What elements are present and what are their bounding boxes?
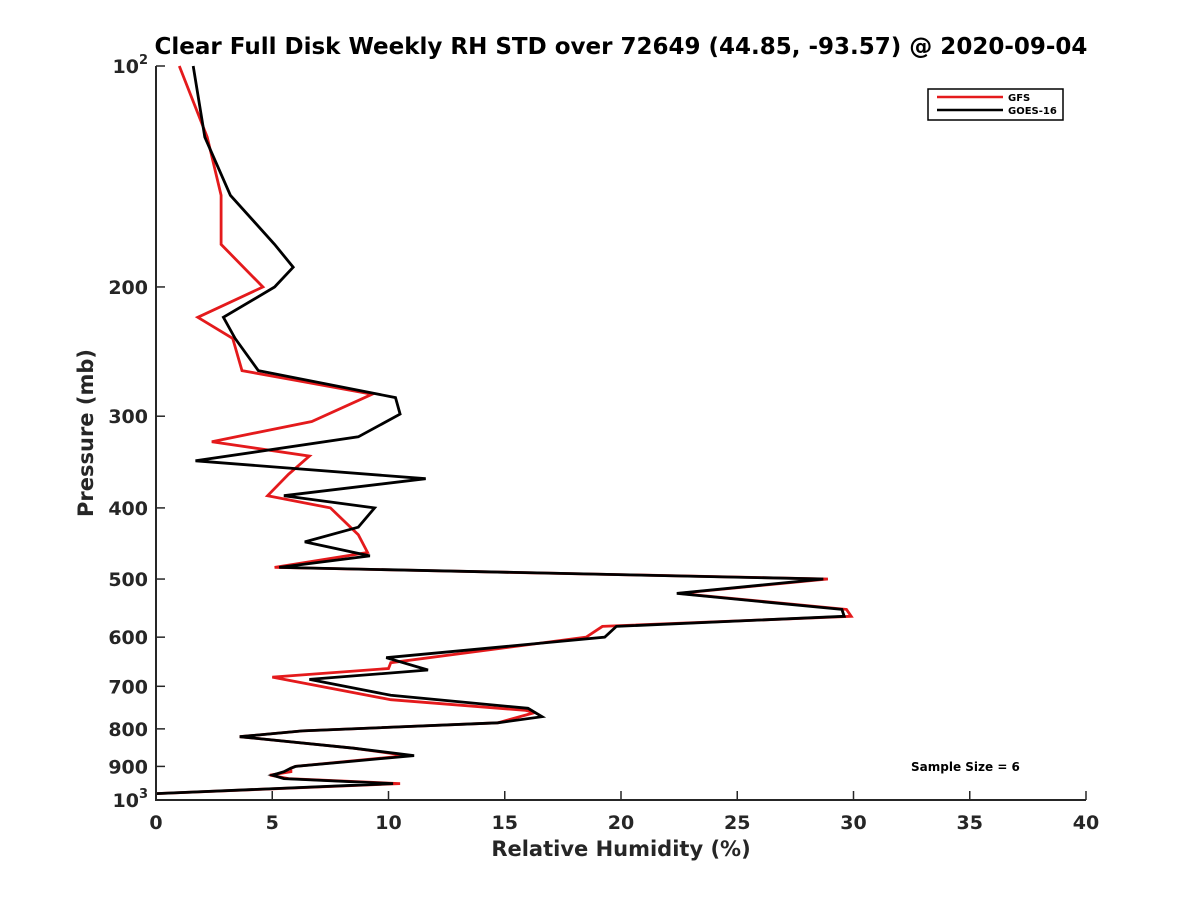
x-tick-label: 15: [492, 812, 518, 834]
chart-title: Clear Full Disk Weekly RH STD over 72649…: [155, 34, 1088, 60]
y-tick-label: 102: [113, 53, 149, 78]
series-line-goes16: [155, 65, 847, 795]
y-tick-label: 500: [108, 569, 148, 591]
y-axis-ticks: 102 200 300 400 500 600 700 800 900 103: [108, 53, 165, 812]
series-line-gfs: [155, 65, 854, 795]
legend: GFS GOES-16: [927, 88, 1064, 121]
plot-lines: [155, 65, 854, 795]
y-tick-label: 300: [108, 406, 148, 428]
x-axis-label: Relative Humidity (%): [491, 837, 750, 861]
x-tick-label: 25: [724, 812, 750, 834]
y-axis-label: Pressure (mb): [74, 349, 98, 517]
sample-size-annotation: Sample Size = 6: [911, 760, 1020, 774]
y-tick-label: 400: [108, 498, 148, 520]
x-tick-label: 35: [957, 812, 983, 834]
legend-label-goes16: GOES-16: [1008, 106, 1057, 117]
x-tick-label: 5: [266, 812, 279, 834]
y-tick-label: 600: [108, 627, 148, 649]
y-tick-label: 200: [108, 277, 148, 299]
y-tick-label: 700: [108, 676, 148, 698]
axes-frame: [155, 66, 1086, 801]
x-tick-label: 20: [608, 812, 634, 834]
x-tick-label: 30: [840, 812, 866, 834]
y-tick-label: 800: [108, 719, 148, 741]
y-tick-label: 103: [113, 787, 149, 812]
legend-label-gfs: GFS: [1008, 93, 1030, 104]
x-tick-label: 40: [1073, 812, 1099, 834]
x-tick-label: 10: [375, 812, 401, 834]
x-axis-ticks: 0 5 10 15 20 25 30 35 40: [149, 791, 1099, 834]
y-tick-label: 900: [108, 756, 148, 778]
legend-box: [927, 88, 1064, 121]
x-tick-label: 0: [149, 812, 162, 834]
